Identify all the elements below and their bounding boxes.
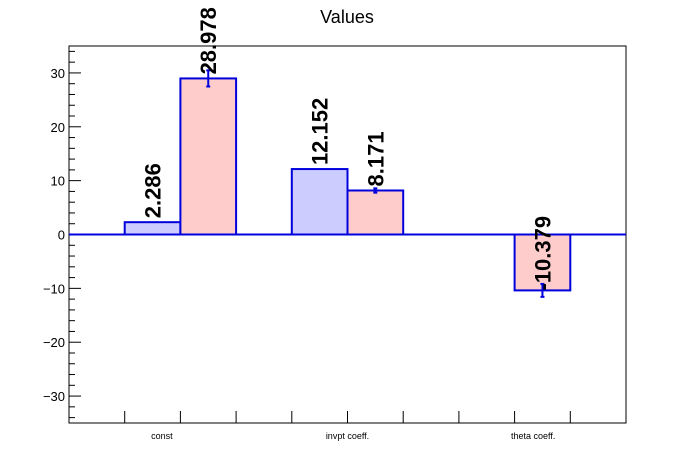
y-tick-label: −20 [43, 335, 65, 350]
bar [179, 77, 238, 236]
y-tick-label: −10 [43, 281, 65, 296]
bars-group [123, 77, 572, 292]
bar-value-label: 28.978 [196, 7, 221, 74]
x-category-label: const [151, 431, 173, 441]
error-bars-group [206, 69, 545, 298]
y-tick-label: 30 [51, 66, 65, 81]
bar [513, 233, 572, 292]
bar [290, 168, 349, 236]
value-labels-group: 2.286 12.152 28.978 8.171 -10.379 [141, 7, 556, 290]
x-category-label: theta coeff. [511, 431, 555, 441]
x-axis: const invpt coeff. theta coeff. [124, 411, 571, 441]
bar [123, 221, 182, 236]
y-axis: −30 −20 −10 0 10 20 30 [43, 46, 81, 423]
y-tick-label: 10 [51, 174, 65, 189]
y-tick-label: −30 [43, 389, 65, 404]
y-tick-label: 20 [51, 120, 65, 135]
x-category-label: invpt coeff. [326, 431, 369, 441]
bar-value-label: -10.379 [530, 216, 555, 291]
bar-value-label: 12.152 [308, 98, 333, 165]
y-tick-label: 0 [58, 228, 65, 243]
bar [346, 189, 405, 236]
bar-value-label: 2.286 [141, 163, 166, 218]
bar-value-label: 8.171 [363, 131, 388, 186]
chart-title: Values [320, 7, 374, 27]
